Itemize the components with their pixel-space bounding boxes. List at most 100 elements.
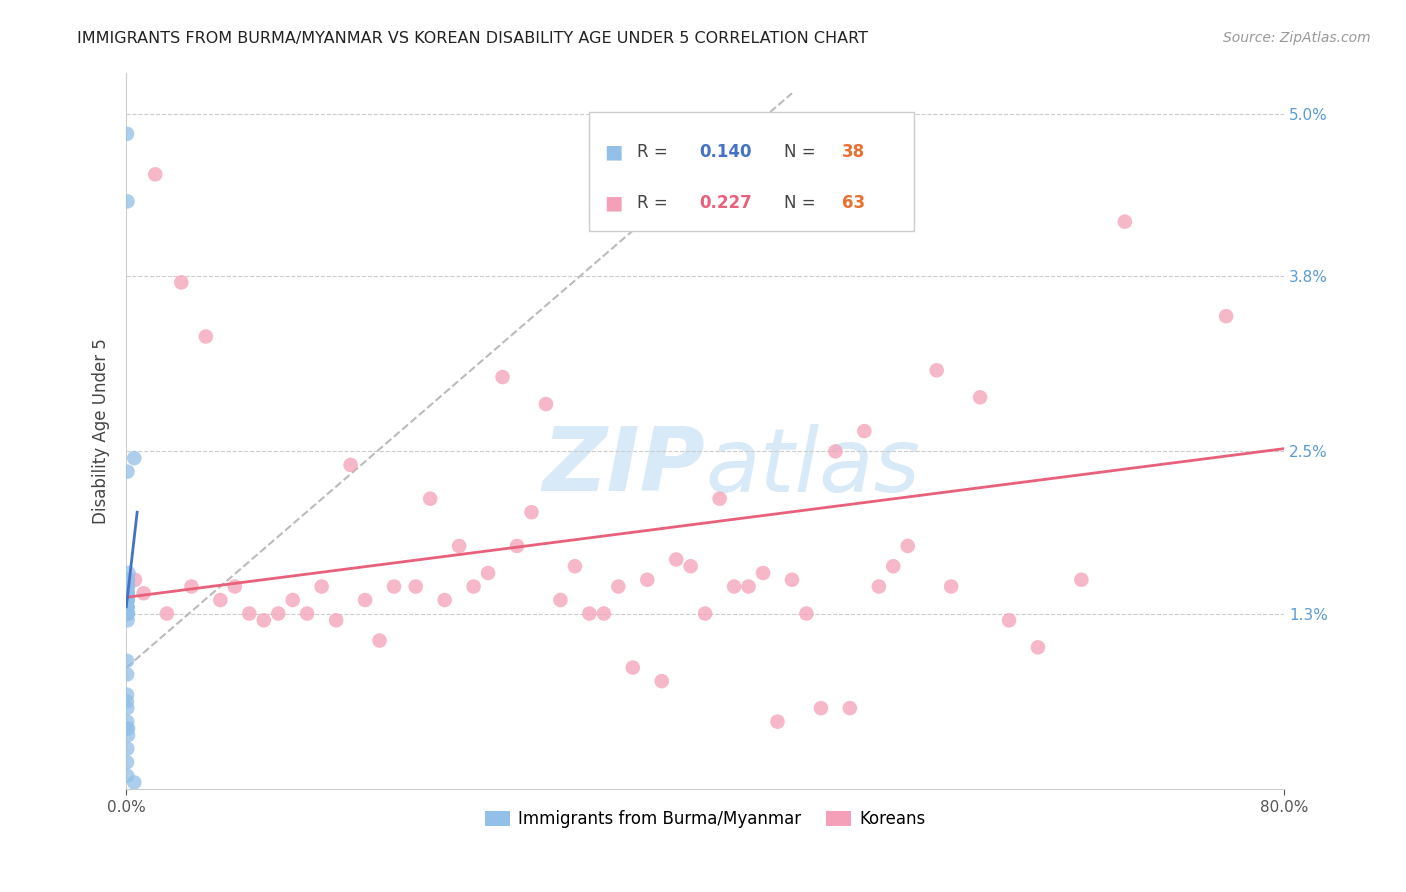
Point: [194, 329, 217, 343]
Point: [838, 701, 860, 715]
Point: [117, 586, 139, 600]
Point: [520, 505, 543, 519]
Point: [339, 458, 361, 472]
Point: [477, 566, 499, 580]
Point: [737, 580, 759, 594]
Point: [117, 741, 139, 756]
Text: N =: N =: [785, 194, 821, 212]
Point: [1070, 573, 1092, 587]
Point: [122, 451, 145, 466]
Text: ■: ■: [605, 142, 623, 161]
Point: [117, 580, 139, 594]
Point: [224, 580, 246, 594]
Point: [253, 613, 276, 627]
Point: [117, 607, 139, 621]
Point: [117, 580, 139, 594]
Point: [925, 363, 948, 377]
Text: 63: 63: [842, 194, 865, 212]
Point: [117, 586, 139, 600]
Point: [170, 276, 193, 290]
Point: [780, 573, 803, 587]
Point: [115, 599, 138, 614]
Point: [238, 607, 260, 621]
Point: [419, 491, 441, 506]
Point: [882, 559, 904, 574]
Point: [1114, 214, 1136, 228]
Point: [449, 539, 471, 553]
Point: [117, 607, 139, 621]
Point: [132, 586, 155, 600]
Legend: Immigrants from Burma/Myanmar, Koreans: Immigrants from Burma/Myanmar, Koreans: [478, 804, 932, 835]
Point: [117, 607, 139, 621]
Text: N =: N =: [785, 143, 821, 161]
Point: [115, 694, 138, 708]
Text: ZIP: ZIP: [543, 424, 706, 510]
Text: IMMIGRANTS FROM BURMA/MYANMAR VS KOREAN DISABILITY AGE UNDER 5 CORRELATION CHART: IMMIGRANTS FROM BURMA/MYANMAR VS KOREAN …: [77, 31, 869, 46]
Point: [897, 539, 920, 553]
Text: R =: R =: [637, 194, 673, 212]
Y-axis label: Disability Age Under 5: Disability Age Under 5: [93, 338, 110, 524]
Point: [564, 559, 586, 574]
Point: [117, 573, 139, 587]
Point: [115, 599, 138, 614]
Point: [766, 714, 789, 729]
Point: [295, 607, 318, 621]
Point: [651, 674, 673, 689]
Point: [117, 586, 139, 600]
Point: [463, 580, 485, 594]
Point: [433, 593, 456, 607]
Point: [368, 633, 391, 648]
Point: [578, 607, 600, 621]
Point: [117, 722, 139, 736]
Point: [117, 599, 139, 614]
Text: 0.227: 0.227: [699, 194, 752, 212]
Point: [311, 580, 333, 594]
Point: [810, 701, 832, 715]
Point: [354, 593, 377, 607]
Point: [115, 722, 138, 736]
Point: [281, 593, 304, 607]
Point: [117, 586, 139, 600]
Point: [679, 559, 702, 574]
Point: [592, 607, 614, 621]
Point: [115, 127, 138, 141]
Point: [117, 607, 139, 621]
Point: [115, 688, 138, 702]
Point: [115, 714, 138, 729]
Point: [325, 613, 347, 627]
Point: [117, 613, 139, 627]
Point: [115, 769, 138, 783]
Point: [607, 580, 630, 594]
Point: [124, 573, 146, 587]
Point: [752, 566, 775, 580]
Point: [723, 580, 745, 594]
Point: [117, 728, 139, 742]
Point: [115, 755, 138, 769]
Point: [1026, 640, 1049, 655]
Text: 0.140: 0.140: [699, 143, 752, 161]
Point: [117, 593, 139, 607]
Point: [117, 593, 139, 607]
Point: [853, 424, 876, 438]
Point: [939, 580, 962, 594]
Point: [115, 667, 138, 681]
Point: [506, 539, 529, 553]
Point: [115, 607, 138, 621]
Point: [117, 593, 139, 607]
Point: [695, 607, 717, 621]
Text: R =: R =: [637, 143, 673, 161]
Point: [665, 552, 688, 566]
Text: Source: ZipAtlas.com: Source: ZipAtlas.com: [1223, 31, 1371, 45]
FancyBboxPatch shape: [589, 112, 914, 230]
Point: [117, 573, 139, 587]
Point: [267, 607, 290, 621]
Text: atlas: atlas: [706, 424, 920, 510]
Point: [405, 580, 427, 594]
Point: [1215, 310, 1237, 324]
Point: [534, 397, 557, 411]
Text: 38: 38: [842, 143, 865, 161]
Point: [382, 580, 405, 594]
Point: [998, 613, 1021, 627]
Point: [156, 607, 179, 621]
Point: [491, 370, 513, 384]
